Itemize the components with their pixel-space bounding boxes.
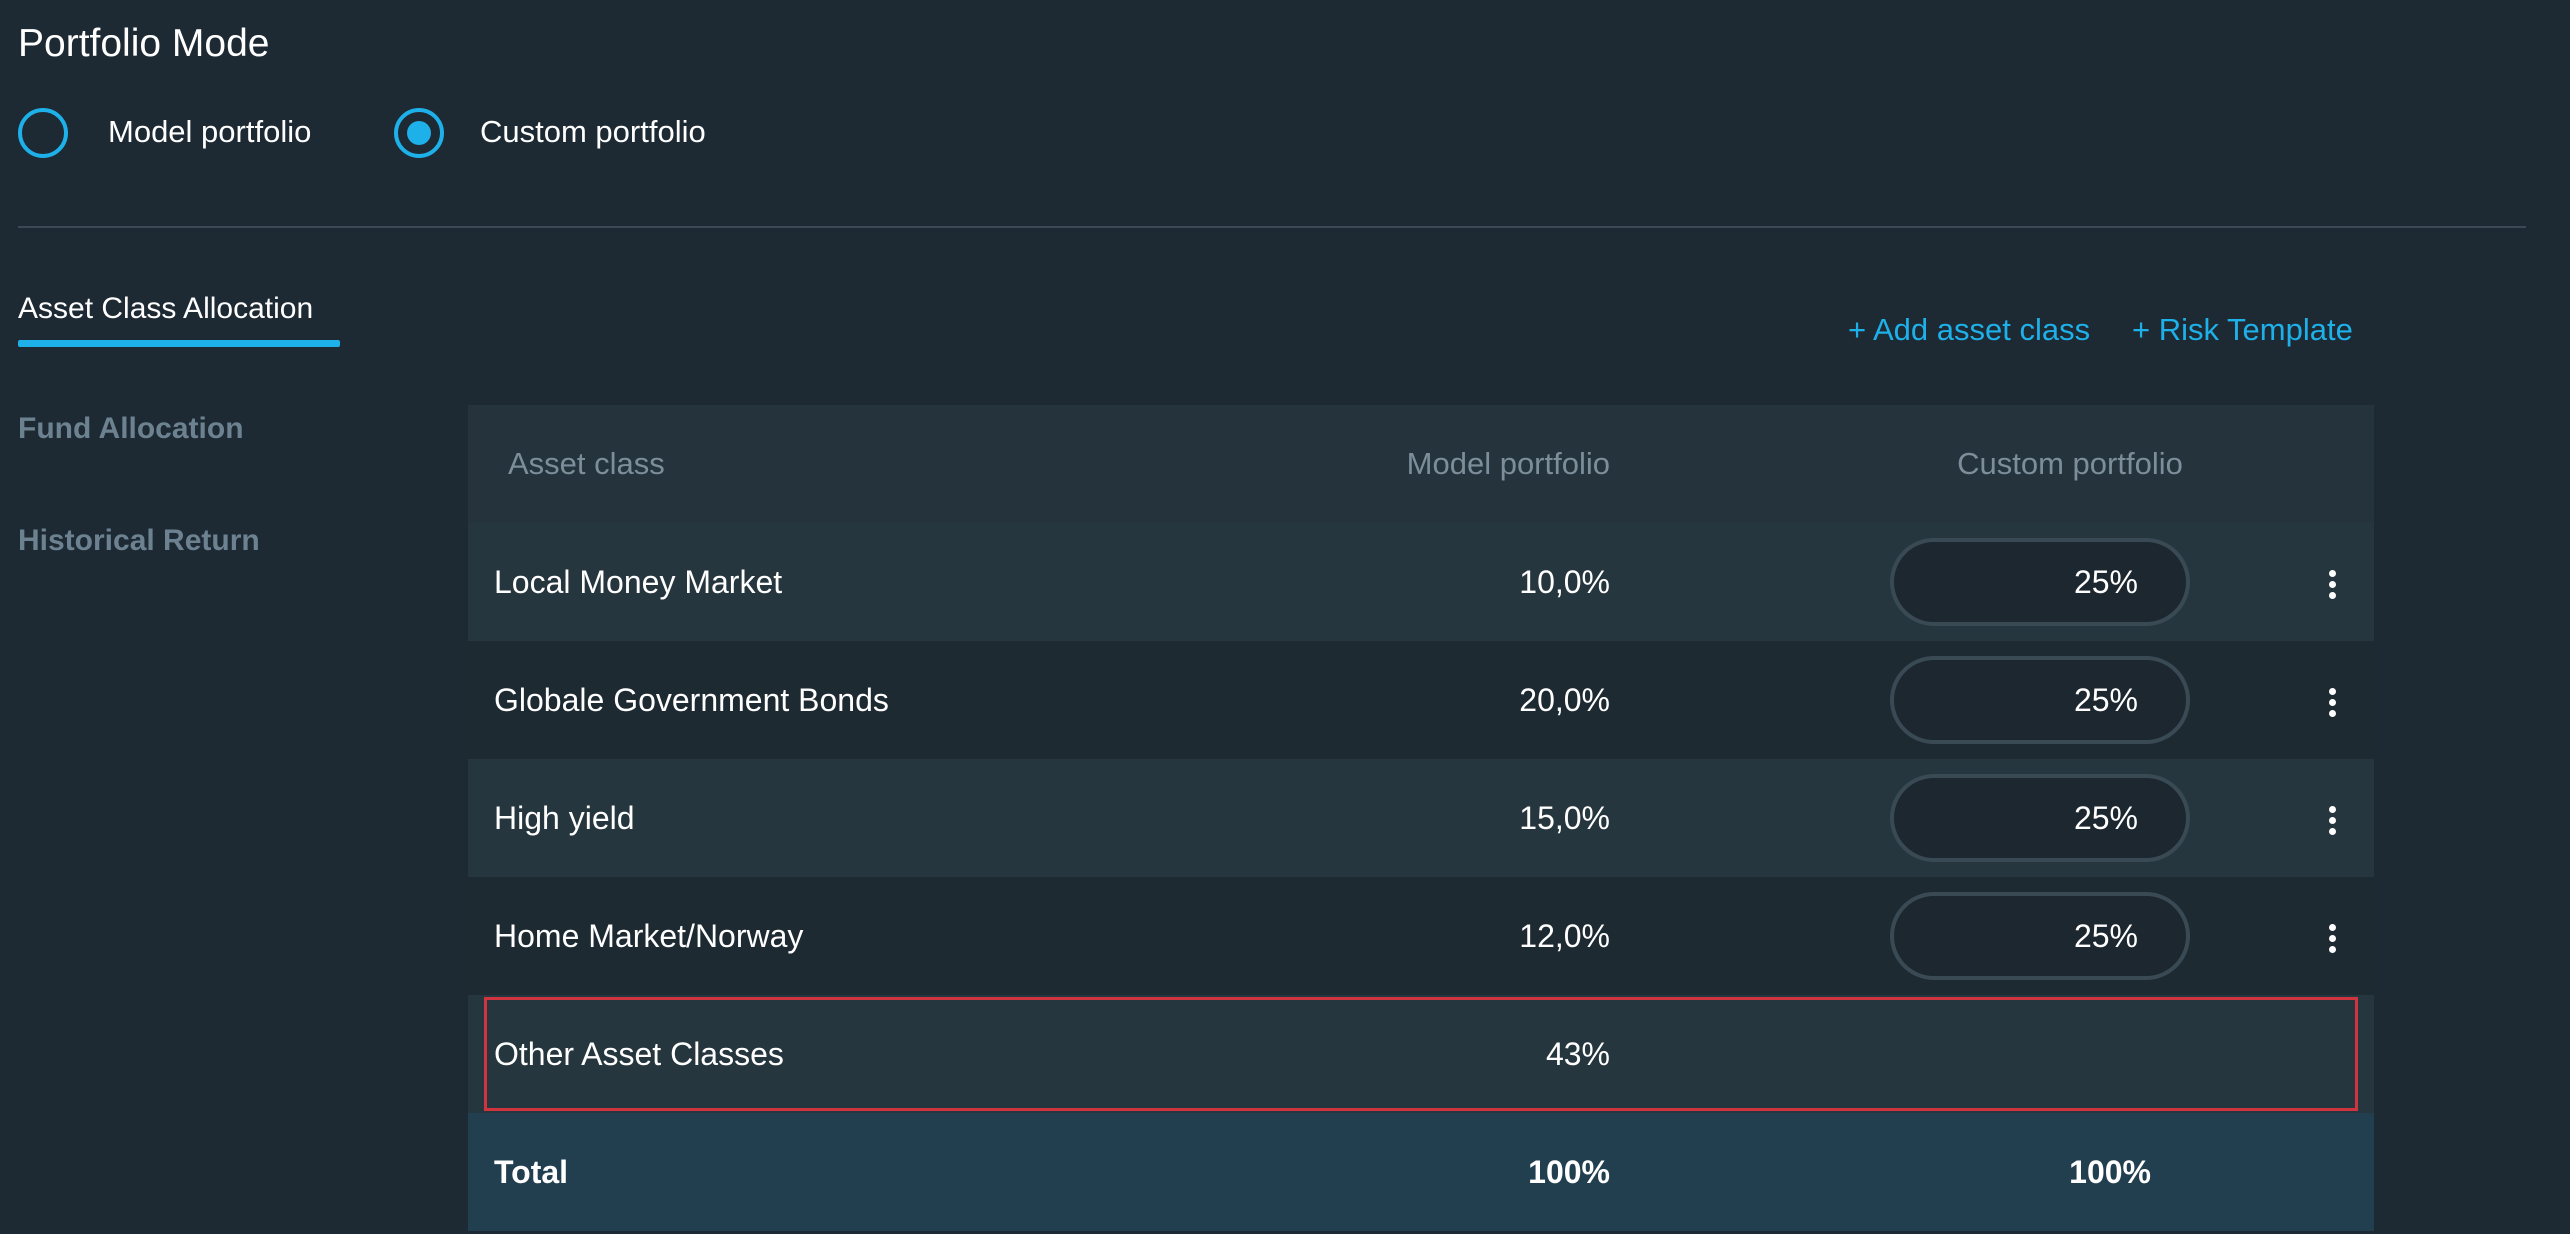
model-portfolio-label[interactable]: Model portfolio: [108, 114, 312, 149]
radio-selected-dot: [407, 121, 431, 145]
header-asset-class: Asset class: [508, 446, 665, 481]
more-options-icon[interactable]: [2320, 924, 2344, 953]
page-title: Portfolio Mode: [18, 22, 270, 65]
table-row: Local Money Market 10,0% 25%: [468, 523, 2374, 641]
table-row: Globale Government Bonds 20,0% 25%: [468, 641, 2374, 759]
section-divider: [18, 226, 2526, 228]
custom-portfolio-radio[interactable]: [394, 108, 444, 158]
add-asset-class-link[interactable]: + Add asset class: [1848, 312, 2091, 347]
more-options-icon[interactable]: [2320, 806, 2344, 835]
asset-class-name: Globale Government Bonds: [494, 682, 889, 718]
custom-portfolio-label[interactable]: Custom portfolio: [480, 114, 706, 149]
model-portfolio-value: 15,0%: [1519, 800, 1610, 836]
tab-historical-return[interactable]: Historical Return: [18, 524, 260, 557]
custom-portfolio-input[interactable]: 25%: [1890, 892, 2190, 980]
model-portfolio-value: 43%: [1545, 1036, 1610, 1072]
header-model-portfolio: Model portfolio: [1406, 446, 1610, 481]
more-options-icon[interactable]: [2320, 570, 2344, 599]
asset-class-name: Local Money Market: [494, 564, 783, 600]
more-options-icon[interactable]: [2320, 688, 2344, 717]
other-asset-classes-row: Other Asset Classes 43%: [468, 995, 2374, 1113]
model-portfolio-value: 10,0%: [1519, 564, 1610, 600]
header-custom-portfolio: Custom portfolio: [1957, 446, 2183, 481]
table-row: Home Market/Norway 12,0% 25%: [468, 877, 2374, 995]
custom-portfolio-input[interactable]: 25%: [1890, 538, 2190, 626]
model-portfolio-value: 12,0%: [1519, 918, 1610, 954]
table-row: High yield 15,0% 25%: [468, 759, 2374, 877]
custom-portfolio-input[interactable]: 25%: [1890, 656, 2190, 744]
total-row: Total 100% 100%: [468, 1113, 2374, 1231]
model-portfolio-radio[interactable]: [18, 108, 68, 158]
tab-asset-class-allocation[interactable]: Asset Class Allocation: [18, 292, 314, 325]
total-model-value: 100%: [1528, 1154, 1610, 1190]
custom-portfolio-input[interactable]: 25%: [1890, 774, 2190, 862]
total-custom-value: 100%: [2069, 1154, 2151, 1190]
asset-class-name: Home Market/Norway: [494, 918, 804, 954]
tab-fund-allocation[interactable]: Fund Allocation: [18, 412, 244, 445]
risk-template-link[interactable]: + Risk Template: [2132, 312, 2353, 347]
asset-class-name: High yield: [494, 800, 635, 836]
active-tab-indicator: [18, 340, 340, 347]
total-label: Total: [494, 1154, 569, 1190]
model-portfolio-value: 20,0%: [1519, 682, 1610, 718]
table-header-row: Asset class Model portfolio Custom portf…: [468, 405, 2374, 523]
asset-class-name: Other Asset Classes: [494, 1036, 784, 1072]
